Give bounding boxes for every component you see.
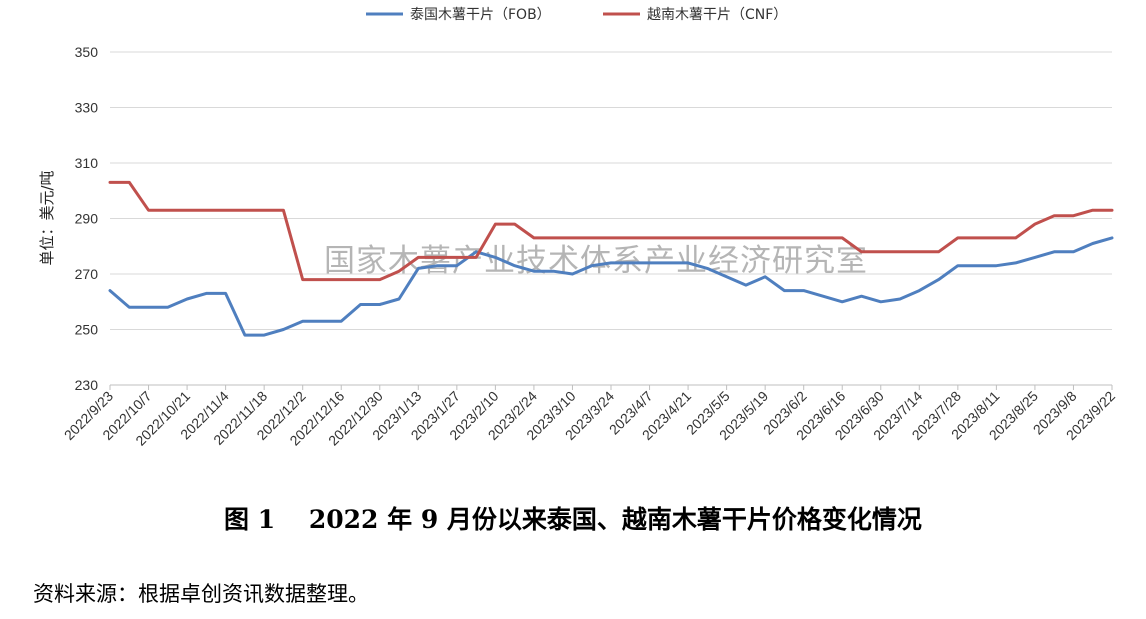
legend-label: 越南木薯干片（CNF） <box>647 7 787 23</box>
y-tick-label: 330 <box>75 100 99 116</box>
watermark-text: 国家木薯产业技术体系产业经济研究室 <box>324 243 868 279</box>
x-axis-ticks: 2022/9/232022/10/72022/10/212022/11/4202… <box>61 385 1118 449</box>
figure-caption: 图 1 2022 年 9 月份以来泰国、越南木薯干片价格变化情况 <box>224 505 922 534</box>
thailand-fob-line <box>108 236 1114 337</box>
y-tick-label: 250 <box>75 322 99 338</box>
y-tick-label: 230 <box>75 377 99 393</box>
legend-label: 泰国木薯干片（FOB） <box>410 7 551 23</box>
y-axis-ticks: 230 250 270 290 310 330 350 <box>75 44 99 393</box>
gridlines <box>110 51 1112 330</box>
y-axis-label: 单位：美元/吨 <box>38 170 56 265</box>
y-tick-label: 350 <box>75 44 99 60</box>
series-lines <box>108 180 1114 337</box>
y-tick-label: 270 <box>75 266 99 282</box>
y-tick-label: 290 <box>75 211 99 227</box>
line-chart: 230 250 270 290 310 330 350 2022/9/232022/10/7… <box>38 7 1118 449</box>
vietnam-cnf-line <box>108 180 1114 282</box>
data-source-note: 资料来源：根据卓创资讯数据整理。 <box>33 582 369 606</box>
legend: 泰国木薯干片（FOB） 越南木薯干片（CNF） <box>366 7 787 23</box>
y-tick-label: 310 <box>75 155 99 171</box>
